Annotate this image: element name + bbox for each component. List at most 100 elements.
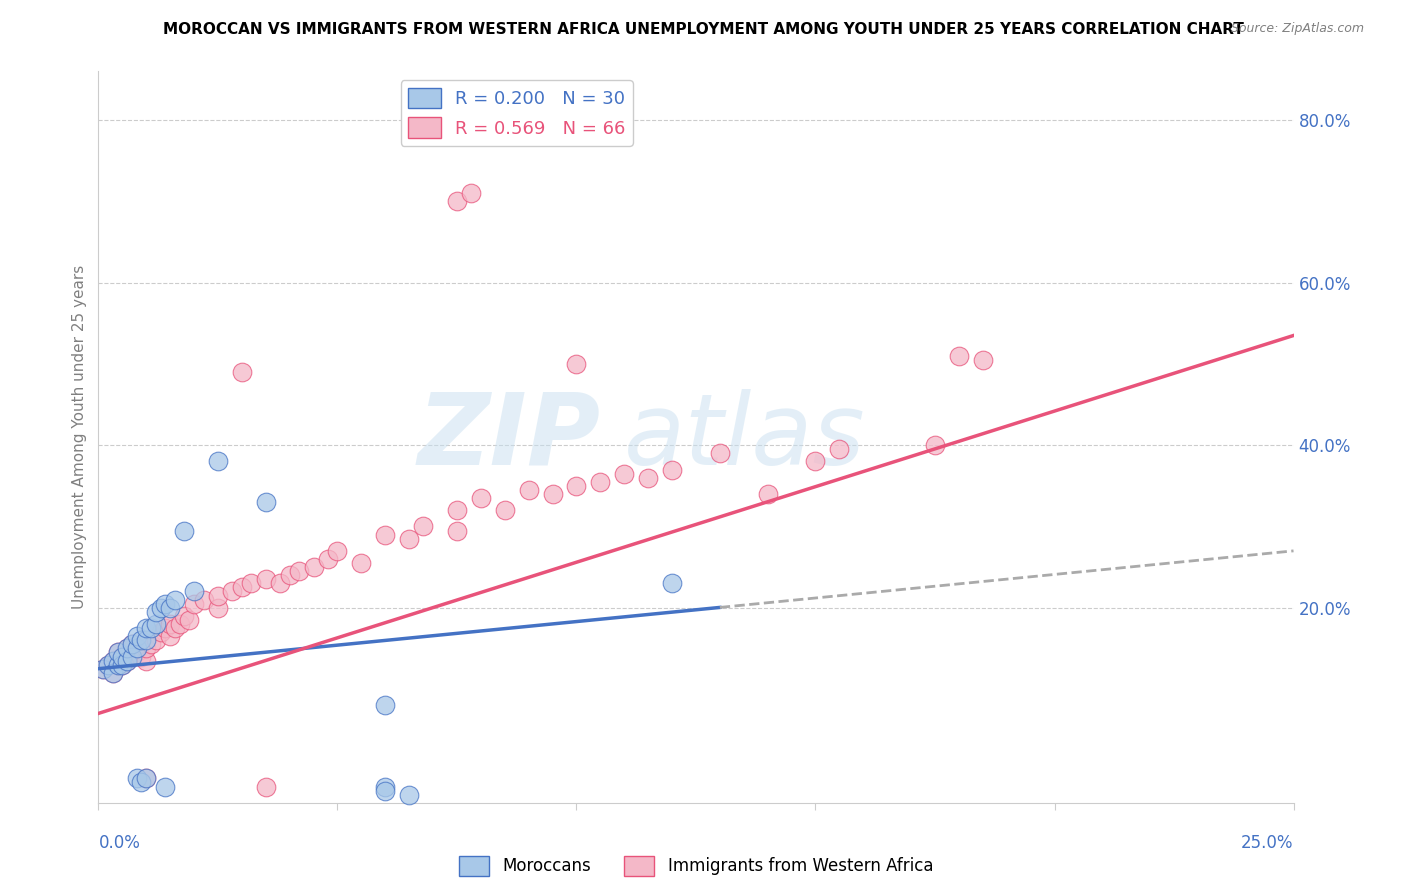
- Point: [924, 438, 946, 452]
- Point: [972, 352, 994, 367]
- Point: [163, 621, 186, 635]
- Point: [494, 503, 516, 517]
- Point: [231, 365, 253, 379]
- Point: [111, 657, 134, 672]
- Point: [412, 519, 434, 533]
- Point: [278, 568, 301, 582]
- Point: [145, 633, 167, 648]
- Point: [115, 654, 138, 668]
- Point: [163, 592, 186, 607]
- Point: [613, 467, 636, 481]
- Point: [398, 788, 420, 802]
- Point: [398, 532, 420, 546]
- Point: [254, 572, 277, 586]
- Point: [350, 556, 373, 570]
- Text: 0.0%: 0.0%: [98, 834, 141, 852]
- Text: 25.0%: 25.0%: [1241, 834, 1294, 852]
- Point: [173, 524, 195, 538]
- Point: [125, 629, 148, 643]
- Point: [131, 649, 153, 664]
- Point: [145, 605, 167, 619]
- Point: [131, 633, 153, 648]
- Point: [135, 621, 157, 635]
- Point: [101, 665, 124, 680]
- Point: [107, 645, 129, 659]
- Point: [193, 592, 215, 607]
- Point: [149, 625, 172, 640]
- Point: [446, 503, 468, 517]
- Y-axis label: Unemployment Among Youth under 25 years: Unemployment Among Youth under 25 years: [72, 265, 87, 609]
- Legend: Moroccans, Immigrants from Western Africa: Moroccans, Immigrants from Western Afric…: [453, 850, 939, 882]
- Point: [302, 560, 325, 574]
- Point: [155, 621, 177, 635]
- Point: [131, 775, 153, 789]
- Point: [589, 475, 612, 489]
- Point: [135, 654, 157, 668]
- Point: [221, 584, 243, 599]
- Point: [115, 641, 138, 656]
- Point: [756, 487, 779, 501]
- Text: atlas: atlas: [624, 389, 866, 485]
- Point: [517, 483, 540, 497]
- Point: [460, 186, 482, 201]
- Point: [159, 629, 181, 643]
- Point: [541, 487, 564, 501]
- Point: [135, 772, 157, 786]
- Point: [288, 564, 311, 578]
- Point: [115, 654, 138, 668]
- Point: [155, 597, 177, 611]
- Point: [121, 637, 143, 651]
- Point: [159, 600, 181, 615]
- Text: MOROCCAN VS IMMIGRANTS FROM WESTERN AFRICA UNEMPLOYMENT AMONG YOUTH UNDER 25 YEA: MOROCCAN VS IMMIGRANTS FROM WESTERN AFRI…: [163, 22, 1243, 37]
- Point: [91, 662, 114, 676]
- Point: [374, 698, 396, 713]
- Point: [107, 645, 129, 659]
- Text: ZIP: ZIP: [418, 389, 600, 485]
- Point: [159, 617, 181, 632]
- Point: [828, 442, 851, 457]
- Point: [269, 576, 291, 591]
- Point: [446, 194, 468, 209]
- Point: [207, 454, 229, 468]
- Point: [145, 617, 167, 632]
- Point: [804, 454, 827, 468]
- Point: [254, 780, 277, 794]
- Text: Source: ZipAtlas.com: Source: ZipAtlas.com: [1230, 22, 1364, 36]
- Point: [121, 649, 143, 664]
- Point: [125, 645, 148, 659]
- Point: [565, 357, 588, 371]
- Point: [183, 584, 205, 599]
- Point: [207, 589, 229, 603]
- Point: [115, 641, 138, 656]
- Point: [135, 633, 157, 648]
- Point: [107, 657, 129, 672]
- Point: [374, 527, 396, 541]
- Point: [139, 637, 162, 651]
- Point: [173, 608, 195, 623]
- Point: [135, 772, 157, 786]
- Point: [326, 544, 349, 558]
- Point: [709, 446, 731, 460]
- Point: [91, 662, 114, 676]
- Point: [97, 657, 120, 672]
- Point: [169, 617, 191, 632]
- Point: [374, 783, 396, 797]
- Point: [179, 613, 201, 627]
- Point: [139, 621, 162, 635]
- Point: [183, 597, 205, 611]
- Point: [565, 479, 588, 493]
- Point: [661, 462, 683, 476]
- Point: [149, 600, 172, 615]
- Point: [121, 637, 143, 651]
- Point: [111, 649, 134, 664]
- Point: [207, 600, 229, 615]
- Point: [97, 657, 120, 672]
- Point: [107, 657, 129, 672]
- Point: [111, 649, 134, 664]
- Point: [254, 495, 277, 509]
- Point: [316, 552, 339, 566]
- Point: [135, 641, 157, 656]
- Point: [374, 780, 396, 794]
- Point: [240, 576, 263, 591]
- Point: [101, 654, 124, 668]
